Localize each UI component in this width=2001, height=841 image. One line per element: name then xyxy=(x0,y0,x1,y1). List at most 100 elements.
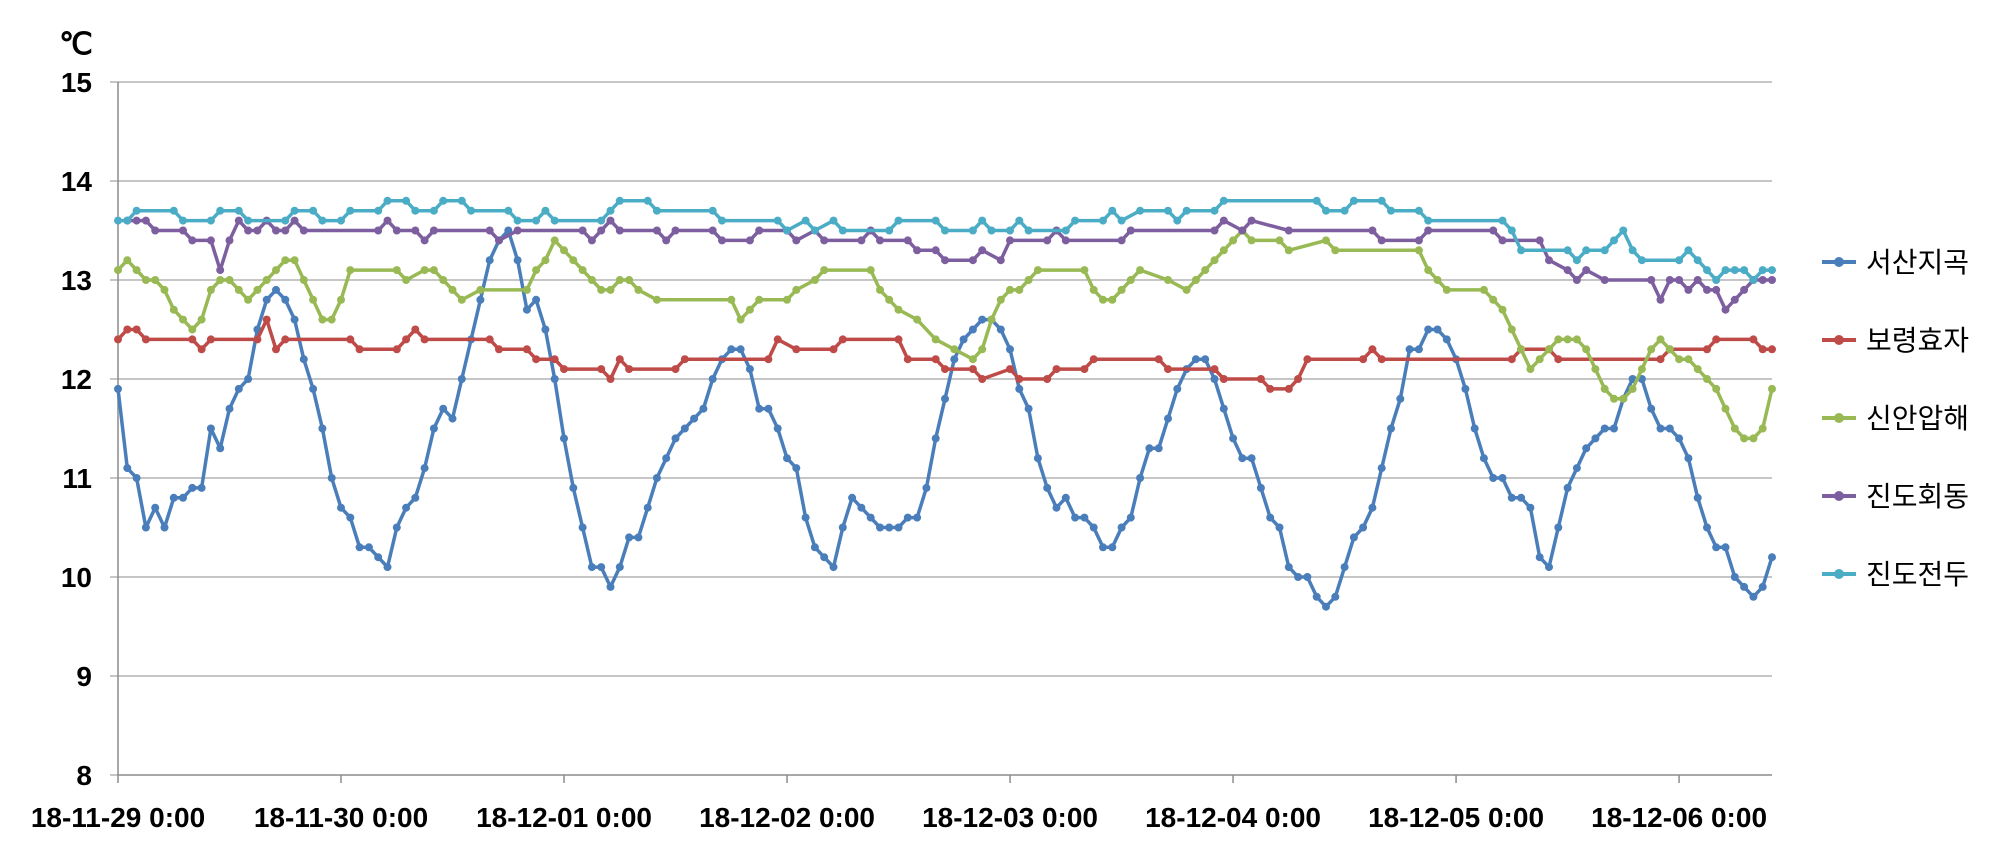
data-point xyxy=(1238,454,1247,463)
data-point xyxy=(1684,246,1693,255)
data-point xyxy=(522,345,531,354)
data-point xyxy=(1554,523,1563,532)
data-point xyxy=(1712,285,1721,294)
data-point xyxy=(114,384,122,393)
x-tick-label: 18-12-04 0:00 xyxy=(1145,802,1321,833)
data-point xyxy=(1470,424,1479,433)
data-point xyxy=(355,543,364,552)
legend-label: 서산지곡 xyxy=(1866,246,1969,279)
data-point xyxy=(1191,355,1200,364)
data-point xyxy=(504,206,513,215)
data-point xyxy=(123,325,132,334)
data-point xyxy=(337,503,345,512)
data-point xyxy=(1024,226,1033,235)
data-point xyxy=(1554,355,1563,364)
data-point xyxy=(1665,424,1674,433)
data-point xyxy=(968,256,977,265)
data-point xyxy=(420,266,429,275)
data-point xyxy=(1693,256,1702,265)
legend-swatch-marker xyxy=(1834,413,1844,423)
data-point xyxy=(206,285,215,294)
data-point xyxy=(1610,236,1618,245)
data-point xyxy=(132,206,141,215)
data-point xyxy=(643,503,652,512)
data-point xyxy=(773,335,782,344)
data-point xyxy=(1126,513,1135,522)
data-point xyxy=(1061,236,1070,245)
data-point xyxy=(625,365,634,374)
data-point xyxy=(550,216,559,225)
data-point xyxy=(346,206,355,215)
data-point xyxy=(1210,206,1219,215)
data-point xyxy=(1758,582,1767,591)
data-point xyxy=(1071,216,1080,225)
data-point xyxy=(773,216,782,225)
data-point xyxy=(996,256,1005,265)
data-point xyxy=(1675,355,1684,364)
data-point xyxy=(1489,226,1498,235)
data-point xyxy=(978,345,987,354)
data-point xyxy=(885,523,894,532)
x-tick-label: 18-12-05 0:00 xyxy=(1368,802,1544,833)
data-point xyxy=(1535,236,1544,245)
data-point xyxy=(978,216,987,225)
data-point xyxy=(522,305,531,314)
data-point xyxy=(216,266,225,275)
data-point xyxy=(829,216,838,225)
data-point xyxy=(913,246,922,255)
data-point xyxy=(625,533,634,542)
data-point xyxy=(188,325,197,334)
data-point xyxy=(1684,285,1693,294)
data-point xyxy=(931,434,940,443)
data-point xyxy=(439,276,448,284)
data-point xyxy=(1721,543,1730,552)
data-point xyxy=(1582,345,1591,354)
data-point xyxy=(383,196,392,205)
data-point xyxy=(234,206,243,215)
data-point xyxy=(1730,424,1739,433)
legend-label: 진도회동 xyxy=(1866,480,1969,513)
data-point xyxy=(1071,513,1080,522)
data-point xyxy=(1238,226,1247,235)
data-point xyxy=(1600,424,1609,433)
data-point xyxy=(1219,246,1228,255)
data-point xyxy=(532,216,541,225)
data-point xyxy=(439,404,448,413)
data-point xyxy=(169,206,178,215)
data-point xyxy=(1117,236,1126,245)
data-point xyxy=(941,226,949,235)
data-point xyxy=(1210,375,1219,383)
data-point xyxy=(1331,592,1340,601)
data-point xyxy=(1089,523,1098,532)
legend-item: 보령효자 xyxy=(1822,324,1969,357)
data-point xyxy=(1433,325,1442,334)
data-point xyxy=(1582,246,1591,255)
data-point xyxy=(597,563,606,572)
data-point xyxy=(206,216,215,225)
data-point xyxy=(1489,474,1498,482)
data-point xyxy=(1675,256,1684,265)
data-point xyxy=(1247,454,1256,463)
legend-item: 서산지곡 xyxy=(1822,246,1969,279)
data-point xyxy=(1479,285,1488,294)
y-tick-label: 8 xyxy=(76,760,92,791)
data-point xyxy=(1665,276,1674,284)
data-point xyxy=(959,335,968,344)
data-point xyxy=(560,434,568,443)
data-point xyxy=(1024,276,1033,284)
data-point xyxy=(1610,394,1618,403)
data-point xyxy=(792,236,801,245)
data-point xyxy=(736,345,745,354)
data-point xyxy=(1219,196,1228,205)
data-point xyxy=(1164,206,1172,215)
data-point xyxy=(1758,266,1767,275)
x-tick-label: 18-11-30 0:00 xyxy=(254,802,428,833)
data-point xyxy=(495,236,503,245)
data-point xyxy=(169,305,178,314)
data-point xyxy=(1368,503,1377,512)
data-point xyxy=(253,335,262,344)
data-point xyxy=(931,355,940,364)
data-point xyxy=(179,493,187,502)
data-point xyxy=(634,285,643,294)
data-point xyxy=(1201,355,1210,364)
